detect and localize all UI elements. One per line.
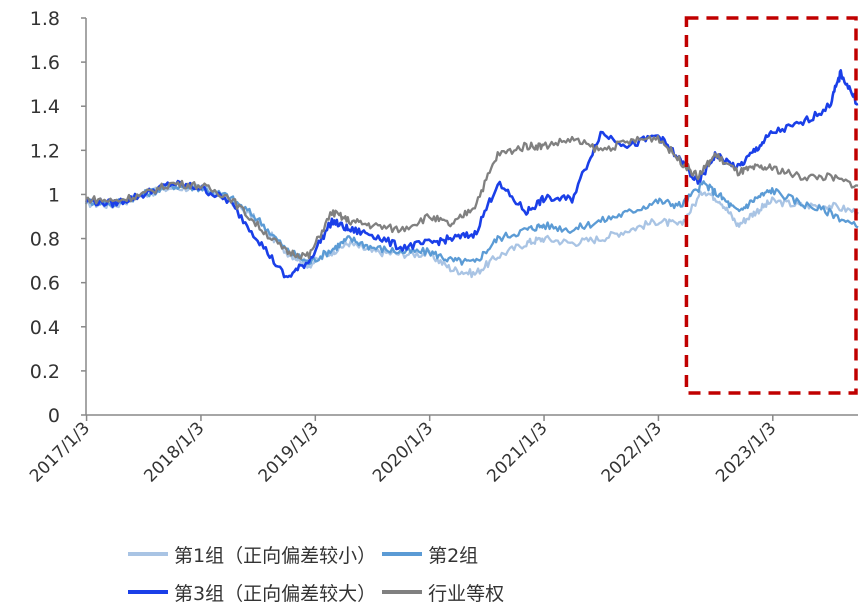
legend-item-group2: 第2组 [382, 541, 478, 568]
y-tick-label: 1.6 [30, 52, 60, 74]
y-tick-label: 1 [48, 184, 60, 206]
legend-swatch-industry [382, 590, 423, 594]
y-tick-label: 1.8 [30, 8, 60, 30]
y-tick-label: 0.4 [30, 317, 60, 339]
y-tick-label: 0.2 [30, 361, 60, 383]
x-tick-label: 2020/1/3 [369, 418, 437, 486]
legend-swatch-group2 [382, 552, 423, 556]
series-line-group1 [85, 183, 859, 279]
x-tick-label: 2018/1/3 [140, 418, 208, 486]
legend-swatch-group1 [128, 552, 168, 556]
legend-label-industry: 行业等权 [428, 582, 505, 605]
y-tick-label: 1.4 [30, 96, 60, 118]
series-line-industry [85, 135, 859, 260]
series-line-group3 [84, 69, 859, 279]
x-tick-label: 2022/1/3 [598, 418, 666, 486]
y-tick-label: 0.8 [30, 229, 60, 251]
x-tick-label: 2019/1/3 [255, 418, 323, 486]
y-tick-label: 1.2 [30, 140, 60, 162]
legend: 第1组（正向偏差较小） 第2组 第3组（正向偏差较大） 行业等权 [128, 535, 648, 611]
legend-label-group3: 第3组（正向偏差较大） [174, 582, 377, 605]
legend-row: 第1组（正向偏差较小） 第2组 [128, 535, 648, 573]
legend-item-industry: 行业等权 [382, 579, 504, 606]
highlight-box [684, 16, 858, 395]
legend-item-group3: 第3组（正向偏差较大） [128, 579, 376, 606]
y-tick-label: 0.6 [30, 273, 60, 295]
legend-label-group2: 第2组 [428, 544, 479, 567]
x-tick-label: 2023/1/3 [712, 418, 780, 486]
x-tick-label: 2017/1/3 [26, 418, 94, 486]
legend-label-group1: 第1组（正向偏差较小） [174, 544, 377, 567]
y-tick-label: 0 [48, 405, 60, 427]
legend-swatch-group3 [128, 590, 168, 594]
x-tick-label: 2021/1/3 [483, 418, 551, 486]
legend-row: 第3组（正向偏差较大） 行业等权 [128, 573, 648, 611]
legend-item-group1: 第1组（正向偏差较小） [128, 541, 376, 568]
